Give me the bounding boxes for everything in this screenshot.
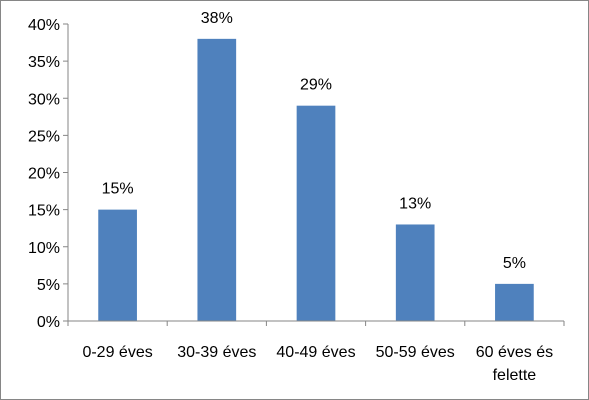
y-tick-label: 25% [28,128,60,145]
y-axis-ticks: 0% 5% 10% 15% 20% 25% 30% 35% 40% [28,17,68,331]
data-labels-group: 15% 38% 29% 13% 5% [102,10,526,272]
data-label: 15% [102,181,134,198]
bar [495,283,534,321]
bar [197,38,237,321]
bar [395,224,435,321]
x-category-label: felette [493,367,537,384]
data-label: 38% [201,10,233,27]
data-label: 5% [503,255,526,272]
x-category-label: 60 éves és [476,344,553,361]
y-tick-label: 5% [37,277,60,294]
y-tick-label: 40% [28,17,60,34]
x-category-label: 30-39 éves [177,344,256,361]
data-label: 13% [399,195,431,212]
y-tick-label: 15% [28,203,60,220]
bar [98,209,137,321]
y-tick-label: 10% [28,240,60,257]
bars-group [98,38,534,321]
y-tick-label: 30% [28,91,60,108]
y-tick-label: 0% [37,314,60,331]
x-category-label: 50-59 éves [376,344,455,361]
y-tick-label: 20% [28,166,60,183]
x-axis-ticks: 0-29 éves 30-39 éves 40-49 éves 50-59 éves 6… [67,321,565,384]
x-category-label: 0-29 éves [82,344,152,361]
y-tick-label: 35% [28,54,60,71]
bar [296,105,336,321]
x-category-label: 40-49 éves [276,344,355,361]
data-label: 29% [300,77,332,94]
